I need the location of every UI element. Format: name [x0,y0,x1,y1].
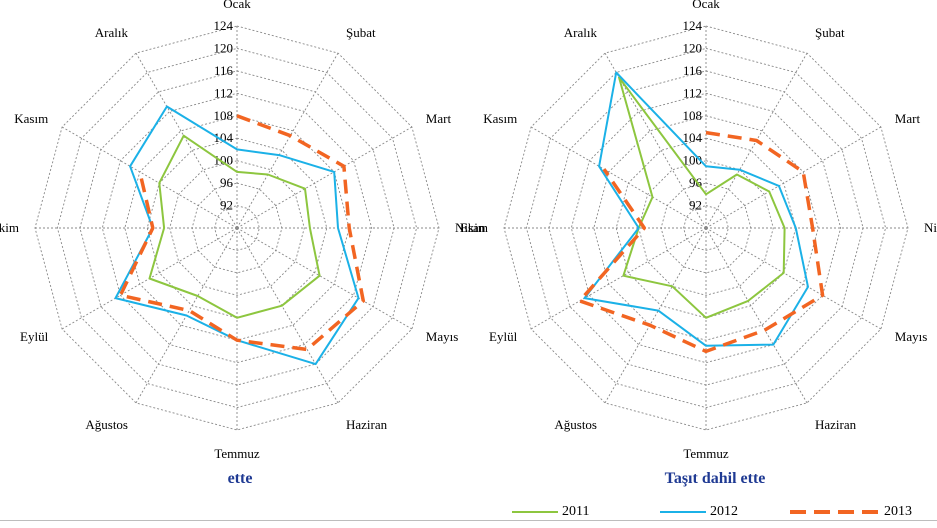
radial-tick-label: 92 [689,198,702,213]
category-label: Temmuz [214,446,260,461]
radial-tick-label: 116 [214,63,234,78]
radial-tick-label: 104 [214,130,234,145]
grid-ring [214,205,260,251]
grid-ring [570,92,842,364]
category-label: Kasım [14,111,48,126]
legend-line-2013 [790,510,878,514]
legend: 2011 2012 2013 [512,502,932,522]
category-label: Temmuz [683,446,729,461]
grid-ring [56,47,418,409]
radar-chart-left: 92 96 100 104 108 112 116 120 124 Ocak Şubat Mart Ni… [0,0,486,461]
radial-tick-label: 120 [214,40,234,55]
grid-spoke [236,126,413,229]
grid-ring [169,160,305,296]
grid-spoke [705,227,808,404]
bottom-divider [0,520,937,521]
grid-ring [525,47,887,409]
grid-spoke [236,52,339,229]
category-label: Haziran [815,417,857,432]
radial-tick-label: 92 [220,198,233,213]
radial-tick-label: 120 [683,40,703,55]
grid-ring [683,205,729,251]
radial-tick-label: 124 [683,18,703,33]
series-line-2013 [118,114,366,352]
right-chart-title: Taşıt dahil ette [664,470,766,487]
grid-spoke [530,227,707,330]
legend-label-2012: 2012 [710,504,738,519]
category-label: Ekim [460,220,488,235]
category-label: Eylül [20,329,49,344]
category-label: Haziran [346,417,388,432]
radial-tick-label: 96 [220,175,234,190]
grid-spoke [236,227,413,330]
category-label: Nisan [924,220,937,235]
grid-spoke [705,126,882,229]
grid-spoke [236,227,339,404]
category-label: Aralık [564,25,598,40]
grid-spoke [61,126,238,229]
category-label: Ağustos [554,417,597,432]
category-label: Ocak [692,0,720,11]
radial-tick-label: 116 [683,63,703,78]
legend-label-2013: 2013 [884,504,912,519]
legend-label-2011: 2011 [562,504,590,519]
category-label: Ağustos [85,417,128,432]
legend-item-2013: 2013 [790,502,912,522]
legend-item-2011: 2011 [512,502,589,522]
category-label: Mart [895,111,921,126]
series-line-2011 [618,76,786,319]
radial-tick-label: 100 [214,153,234,168]
category-label: Ekim [0,220,19,235]
legend-item-2012: 2012 [660,502,738,522]
category-label: Kasım [483,111,517,126]
series-line-2011 [148,134,321,319]
grid-spoke [530,126,707,229]
category-label: Ocak [223,0,251,11]
category-label: Nisan [455,220,486,235]
category-label: Şubat [815,25,845,40]
category-label: Aralık [95,25,129,40]
radar-chart-right: 9296100104108112116120124OcakŞubatMartNi… [460,0,937,461]
radial-tick-label: 108 [214,108,234,123]
category-label: Eylül [489,329,518,344]
radial-tick-label: 112 [214,85,233,100]
grid-spoke [135,52,238,229]
category-label: Mart [426,111,452,126]
grid-spoke [604,227,707,404]
grid-ring [101,92,373,364]
radial-tick-label: 108 [683,108,703,123]
radial-tick-label: 124 [214,18,234,33]
category-label: Mayıs [895,329,928,344]
grid-ring [638,160,774,296]
left-chart-title: ette [227,470,253,487]
series-line-2012 [583,71,809,347]
radial-tick-label: 104 [683,130,703,145]
category-label: Mayıs [426,329,459,344]
legend-line-2012 [660,511,706,513]
category-label: Şubat [346,25,376,40]
legend-line-2011 [512,511,558,513]
series-line-2013 [577,130,825,354]
grid-spoke [705,227,882,330]
radial-tick-label: 112 [683,85,702,100]
